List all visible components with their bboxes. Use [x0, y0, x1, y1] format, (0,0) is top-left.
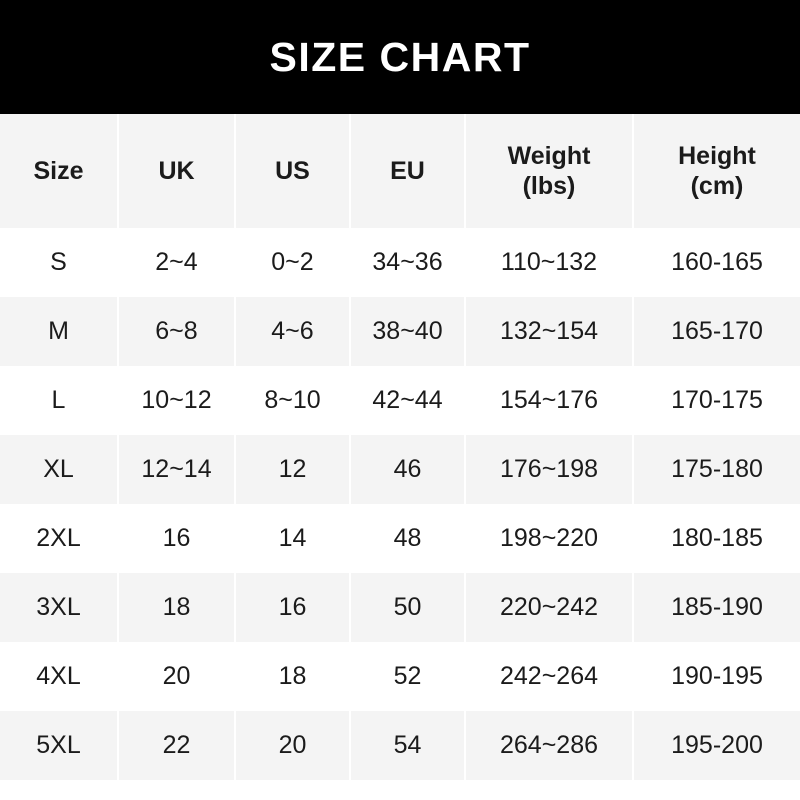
cell-us: 8~10 [235, 366, 351, 435]
page-title: SIZE CHART [269, 33, 531, 80]
column-header-size-label: Size [33, 156, 84, 185]
cell-size: XL [0, 435, 119, 504]
table-row: 2XL 16 14 48 198~220 180-185 [0, 504, 800, 573]
cell-eu: 52 [350, 642, 466, 711]
cell-weight: 264~286 [465, 711, 634, 780]
cell-weight: 220~242 [465, 573, 634, 642]
cell-eu: 34~36 [350, 228, 466, 297]
table-row: XL 12~14 12 46 176~198 175-180 [0, 435, 800, 504]
cell-size: L [0, 366, 119, 435]
cell-eu: 46 [350, 435, 466, 504]
column-header-height-unit: (cm) [690, 172, 744, 200]
cell-weight: 154~176 [465, 366, 634, 435]
column-header-weight-unit: (lbs) [522, 172, 576, 200]
cell-height: 180-185 [671, 524, 763, 552]
cell-us: 12 [235, 435, 351, 504]
column-header-uk: UK [118, 114, 236, 228]
cell-height: 195-200 [671, 731, 763, 759]
cell-us: 20 [235, 711, 351, 780]
header-row: Size UK US EU Weight (lbs) Height (cm) [0, 114, 800, 228]
table-row: 5XL 22 20 54 264~286 195-200 [0, 711, 800, 780]
cell-eu: 48 [350, 504, 466, 573]
table-header: Size UK US EU Weight (lbs) Height (cm) [0, 114, 800, 228]
cell-eu: 42~44 [350, 366, 466, 435]
cell-size: S [0, 228, 119, 297]
cell-us: 14 [235, 504, 351, 573]
column-header-height: Height (cm) [633, 114, 800, 228]
table-row: 3XL 18 16 50 220~242 185-190 [0, 573, 800, 642]
column-header-us-label: US [275, 156, 310, 185]
column-header-uk-label: UK [158, 156, 195, 185]
cell-us: 4~6 [235, 297, 351, 366]
cell-weight: 242~264 [465, 642, 634, 711]
cell-height: 190-195 [671, 662, 763, 690]
table-row: 4XL 20 18 52 242~264 190-195 [0, 642, 800, 711]
table-row: L 10~12 8~10 42~44 154~176 170-175 [0, 366, 800, 435]
cell-height: 185-190 [671, 593, 763, 621]
cell-size: 3XL [0, 573, 119, 642]
cell-height: 165-170 [671, 317, 763, 345]
column-header-weight-label: Weight [507, 141, 591, 170]
cell-weight: 132~154 [465, 297, 634, 366]
cell-size: 5XL [0, 711, 119, 780]
table-body: S 2~4 0~2 34~36 110~132 160-165 M 6~8 4~… [0, 228, 800, 780]
cell-uk: 2~4 [118, 228, 236, 297]
cell-uk: 20 [118, 642, 236, 711]
cell-uk: 12~14 [118, 435, 236, 504]
column-header-us: US [235, 114, 351, 228]
cell-uk: 18 [118, 573, 236, 642]
cell-size: 4XL [0, 642, 119, 711]
cell-weight: 176~198 [465, 435, 634, 504]
cell-us: 16 [235, 573, 351, 642]
cell-uk: 22 [118, 711, 236, 780]
cell-height: 175-180 [671, 455, 763, 483]
cell-height: 170-175 [671, 386, 763, 414]
column-header-height-label: Height [678, 141, 756, 170]
cell-eu: 54 [350, 711, 466, 780]
cell-uk: 16 [118, 504, 236, 573]
column-header-eu: EU [350, 114, 466, 228]
column-header-weight: Weight (lbs) [465, 114, 634, 228]
cell-us: 0~2 [235, 228, 351, 297]
size-chart-table: Size UK US EU Weight (lbs) Height (cm) [0, 114, 800, 780]
column-header-size: Size [0, 114, 119, 228]
cell-uk: 10~12 [118, 366, 236, 435]
cell-weight: 198~220 [465, 504, 634, 573]
table-row: M 6~8 4~6 38~40 132~154 165-170 [0, 297, 800, 366]
column-header-eu-label: EU [390, 156, 425, 185]
cell-size: M [0, 297, 119, 366]
cell-size: 2XL [0, 504, 119, 573]
table-row: S 2~4 0~2 34~36 110~132 160-165 [0, 228, 800, 297]
cell-height: 160-165 [671, 248, 763, 276]
cell-eu: 38~40 [350, 297, 466, 366]
cell-us: 18 [235, 642, 351, 711]
title-band: SIZE CHART [0, 0, 800, 114]
cell-uk: 6~8 [118, 297, 236, 366]
cell-eu: 50 [350, 573, 466, 642]
cell-weight: 110~132 [465, 228, 634, 297]
